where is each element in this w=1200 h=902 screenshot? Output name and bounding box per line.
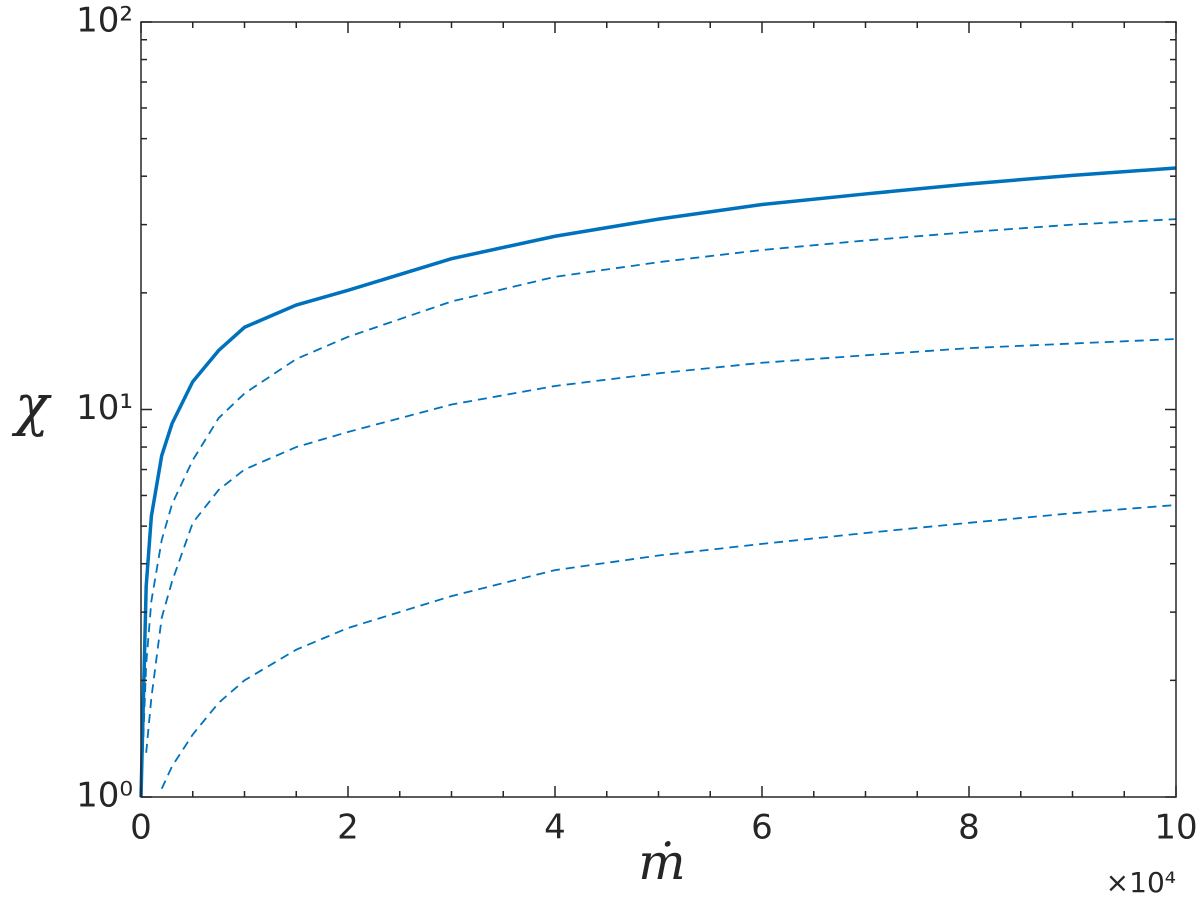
x-tick-label: 10: [1154, 808, 1197, 848]
x-tick-label: 0: [130, 808, 152, 848]
y-tick-label: 10²: [76, 1, 133, 41]
x-tick-label: 2: [337, 808, 359, 848]
series-line: [140, 218, 1177, 798]
series-line: [139, 166, 1177, 798]
series-line: [145, 338, 1177, 753]
plot-frame: [140, 21, 1177, 798]
series-line: [160, 504, 1177, 790]
y-tick-label: 10¹: [76, 388, 133, 428]
x-exponent-label: ×10⁴: [1106, 866, 1176, 899]
y-axis-label: χ: [11, 374, 52, 439]
x-axis-label: ṁ: [638, 833, 685, 891]
y-tick-label: 10⁰: [76, 776, 133, 816]
x-tick-label: 6: [751, 808, 773, 848]
x-tick-label: 8: [958, 808, 980, 848]
x-tick-label: 4: [544, 808, 566, 848]
